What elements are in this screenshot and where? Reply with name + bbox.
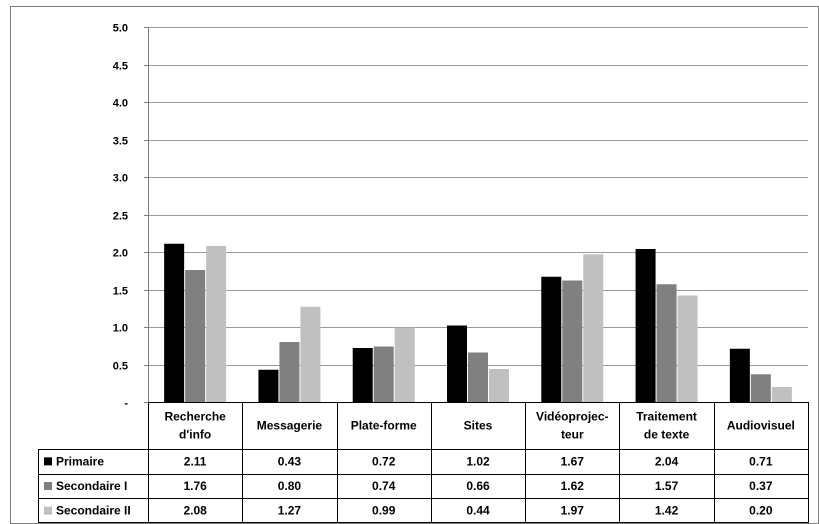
- category-label: Sites: [464, 419, 493, 433]
- data-label: 1.27: [278, 504, 302, 518]
- category-label: d'info: [179, 428, 211, 442]
- chart-outer-frame: [10, 6, 819, 524]
- category-label: Recherche: [164, 410, 226, 424]
- bar-secondaire-ii: [206, 246, 227, 402]
- series-name: Secondaire I: [56, 479, 127, 493]
- y-tick-label: 2.0: [113, 248, 128, 260]
- series-name: Primaire: [56, 454, 104, 468]
- category-label: Traitement: [636, 410, 697, 424]
- bar-secondaire-ii: [677, 295, 698, 402]
- data-label: 2.08: [183, 504, 207, 518]
- data-label: 0.43: [278, 454, 302, 468]
- data-label: 0.72: [372, 454, 396, 468]
- data-label: 0.71: [749, 454, 773, 468]
- data-label: 1.62: [561, 479, 585, 493]
- bar-secondaire-i: [279, 342, 300, 402]
- bar-secondaire-ii: [300, 306, 321, 402]
- bar-secondaire-i: [373, 346, 394, 402]
- bar-primaire: [729, 348, 750, 402]
- y-tick-label: 1.0: [113, 323, 128, 335]
- y-tick-label: 2.5: [113, 211, 128, 223]
- legend-key: [44, 482, 52, 490]
- legend-key: [44, 457, 52, 466]
- bar-secondaire-i: [562, 280, 583, 402]
- y-tick-label: -: [124, 398, 128, 410]
- y-tick-label: 4.0: [113, 98, 128, 110]
- category-label: Vidéoprojec-: [536, 410, 608, 424]
- data-label: 0.74: [372, 479, 396, 493]
- category-label: Audiovisuel: [727, 419, 795, 433]
- y-axis-tick-labels: - 0.5 1.0 1.5 2.0 2.5 3.0 3.5 4.0 4.5 5.0: [113, 23, 129, 410]
- bar-primaire: [541, 276, 562, 402]
- bar-primaire: [352, 348, 373, 402]
- category-label: teur: [561, 428, 584, 442]
- data-label: 2.04: [655, 454, 679, 468]
- y-tick-label: 0.5: [113, 361, 128, 373]
- data-label: 0.99: [372, 504, 396, 518]
- y-tick-label: 3.0: [113, 173, 128, 185]
- data-label: 1.02: [466, 454, 490, 468]
- category-label: Plate-forme: [351, 419, 417, 433]
- bar-secondaire-i: [750, 374, 771, 402]
- bar-secondaire-i: [656, 284, 677, 402]
- bar-primaire: [164, 243, 185, 402]
- data-label: 1.76: [183, 479, 207, 493]
- legend-key: [44, 506, 52, 515]
- bar-secondaire-i: [185, 270, 206, 402]
- data-label: 1.97: [561, 504, 585, 518]
- gridlines: [144, 27, 808, 403]
- data-label: 0.66: [466, 479, 490, 493]
- data-label: 0.80: [278, 479, 302, 493]
- bar-secondaire-ii: [489, 369, 509, 402]
- y-tick-label: 5.0: [113, 23, 128, 35]
- data-label: 0.20: [749, 504, 773, 518]
- data-label: 1.57: [655, 479, 679, 493]
- bar-primaire: [447, 325, 467, 402]
- data-label: 0.44: [466, 504, 490, 518]
- data-label: 2.11: [184, 454, 207, 468]
- bar-primaire: [635, 249, 656, 402]
- bar-primaire: [258, 369, 279, 402]
- series-name: Secondaire II: [56, 504, 131, 518]
- bar-secondaire-ii: [394, 327, 415, 402]
- bar-secondaire-ii: [771, 387, 792, 402]
- category-label: de texte: [644, 428, 690, 442]
- y-tick-label: 3.5: [113, 136, 128, 148]
- bar-secondaire-i: [468, 352, 488, 402]
- bar-secondaire-ii: [583, 254, 604, 402]
- category-label: Messagerie: [257, 419, 323, 433]
- data-label: 1.67: [561, 454, 585, 468]
- data-table: Recherche d'info Messagerie Plate-forme Site…: [38, 402, 809, 523]
- data-label: 1.42: [655, 504, 679, 518]
- y-tick-label: 4.5: [113, 61, 128, 73]
- y-tick-label: 1.5: [113, 286, 128, 298]
- bars: [164, 243, 792, 402]
- data-label: 0.37: [749, 479, 773, 493]
